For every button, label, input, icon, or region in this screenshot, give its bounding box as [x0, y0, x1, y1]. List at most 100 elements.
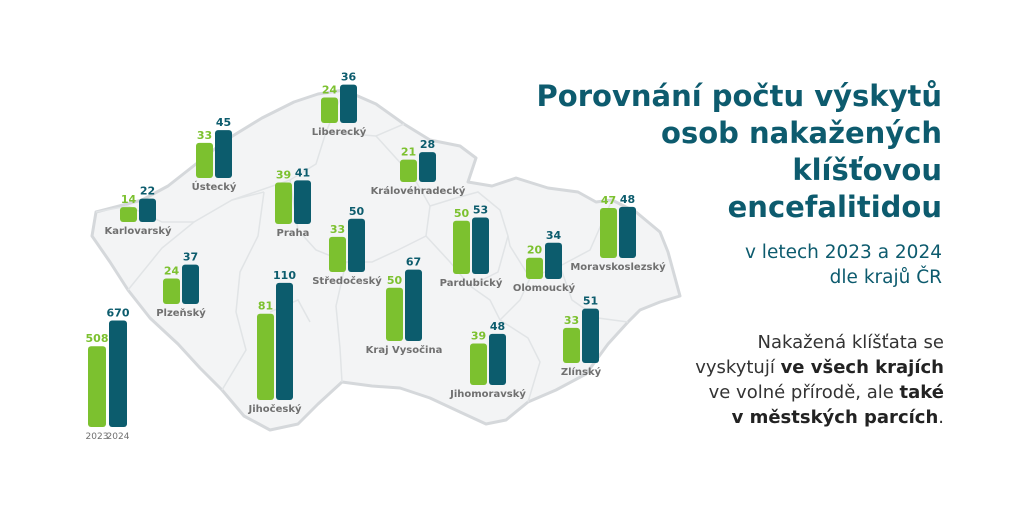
data-label: 39 — [471, 329, 486, 342]
note-line-2: vyskytují ve všech krajích — [560, 355, 944, 380]
data-label: 33 — [197, 129, 212, 142]
data-label: 21 — [401, 146, 416, 159]
region-group: 81 110 Jihočeský — [248, 269, 302, 415]
note-text: . — [938, 407, 944, 428]
data-label: 81 — [258, 300, 273, 313]
bar-2024 — [489, 333, 506, 385]
total-data-label: 508 — [86, 332, 109, 345]
bar-2024 — [405, 269, 422, 341]
bar-2023 — [526, 257, 543, 279]
note-bold: ve všech krajích — [780, 357, 944, 378]
data-label: 36 — [341, 71, 357, 84]
data-label: 67 — [406, 256, 421, 269]
region-group: 39 41 Praha — [275, 166, 311, 239]
region-group: 21 28 Královéhradecký — [371, 138, 466, 197]
data-label: 50 — [387, 274, 403, 287]
bar-2024 — [545, 242, 562, 279]
data-label: 48 — [620, 193, 635, 206]
bar-2024 — [215, 130, 232, 178]
region-label: Středočeský — [312, 275, 382, 287]
totals-group: 508 2023 670 2024 — [86, 306, 130, 442]
region-group: 33 45 Ústecký — [192, 116, 237, 193]
title-line: Porovnání počtu výskytů — [536, 79, 942, 113]
title-line: encefalitidou — [727, 190, 942, 224]
region-label: Praha — [277, 228, 310, 239]
data-label: 22 — [140, 185, 155, 198]
bar-2024 — [472, 217, 489, 274]
data-label: 24 — [164, 264, 180, 277]
region-group: 47 48 Moravskoslezský — [570, 193, 666, 273]
data-label: 110 — [273, 269, 296, 282]
region-label: Karlovarský — [104, 225, 172, 237]
data-label: 51 — [583, 295, 598, 308]
region-label: Liberecký — [312, 126, 367, 138]
title-line: klíšťovou — [792, 153, 942, 187]
data-label: 48 — [490, 320, 505, 333]
year-label: 2023 — [86, 432, 109, 442]
data-label: 47 — [601, 194, 616, 207]
bar-2023 — [600, 207, 617, 258]
region-label: Pardubický — [440, 277, 503, 289]
data-label: 20 — [527, 244, 543, 257]
chart-title: Porovnání počtu výskytů osob nakažených … — [520, 78, 942, 226]
region-group: 50 53 Pardubický — [440, 204, 503, 289]
bars-layer: 2436Liberecký3345Ústecký2128Královéhrade… — [86, 71, 667, 442]
note-text: Nakažená klíšťata se — [757, 332, 944, 353]
bar-2023 — [257, 313, 274, 400]
note-bold: v městských parcích — [731, 407, 939, 428]
region-group: 33 51 Zlínský — [561, 295, 602, 378]
data-label: 33 — [564, 314, 579, 327]
bar-2024 — [139, 198, 156, 222]
data-label: 53 — [473, 204, 488, 217]
region-label: Olomoucký — [513, 282, 576, 294]
bar-2024 — [419, 152, 436, 182]
bar-2024 — [348, 218, 365, 272]
data-label: 33 — [330, 223, 345, 236]
total-bar-2024 — [109, 320, 127, 427]
region-label: Plzeňský — [156, 307, 206, 319]
data-label: 50 — [454, 207, 470, 220]
bar-2024 — [182, 264, 199, 304]
note-line-3: ve volné přírodě, ale také — [560, 380, 944, 405]
region-group: 33 50 Středočeský — [312, 205, 382, 287]
data-label: 34 — [546, 229, 562, 242]
region-label: Jihočeský — [248, 403, 302, 415]
data-label: 14 — [121, 193, 137, 206]
bar-2024 — [294, 180, 311, 224]
bar-2023 — [120, 207, 137, 222]
bar-2023 — [470, 343, 487, 385]
bar-2023 — [453, 220, 470, 274]
note-bold: také — [899, 382, 944, 403]
note-text: ve volné přírodě, ale — [708, 382, 900, 403]
subtitle-line: v letech 2023 a 2024 — [744, 242, 942, 263]
data-label: 41 — [295, 166, 310, 179]
bar-2023 — [275, 182, 292, 224]
subtitle-line: dle krajů ČR — [829, 267, 942, 288]
data-label: 39 — [276, 168, 291, 181]
total-data-label: 670 — [107, 306, 130, 319]
region-label: Královéhradecký — [371, 185, 466, 197]
data-label: 24 — [322, 83, 338, 96]
country-border — [90, 88, 682, 432]
data-label: 28 — [420, 138, 435, 151]
region-label: Moravskoslezský — [570, 261, 666, 273]
data-label: 50 — [349, 205, 365, 218]
bar-2023 — [329, 236, 346, 272]
total-bar-2023 — [88, 346, 106, 427]
region-label: Zlínský — [561, 366, 602, 378]
title-line: osob nakažených — [661, 116, 942, 150]
bar-2024 — [340, 84, 357, 123]
region-group: 39 48 Jihomoravský — [449, 320, 526, 400]
bar-2023 — [386, 287, 403, 341]
chart-subtitle: v letech 2023 a 2024 dle krajů ČR — [560, 240, 942, 290]
bar-2024 — [582, 308, 599, 363]
info-note: Nakažená klíšťata se vyskytují ve všech … — [560, 330, 944, 430]
bar-2024 — [619, 206, 636, 258]
data-label: 45 — [216, 116, 231, 129]
bar-2023 — [563, 327, 580, 363]
note-line-4: v městských parcích. — [560, 405, 944, 430]
